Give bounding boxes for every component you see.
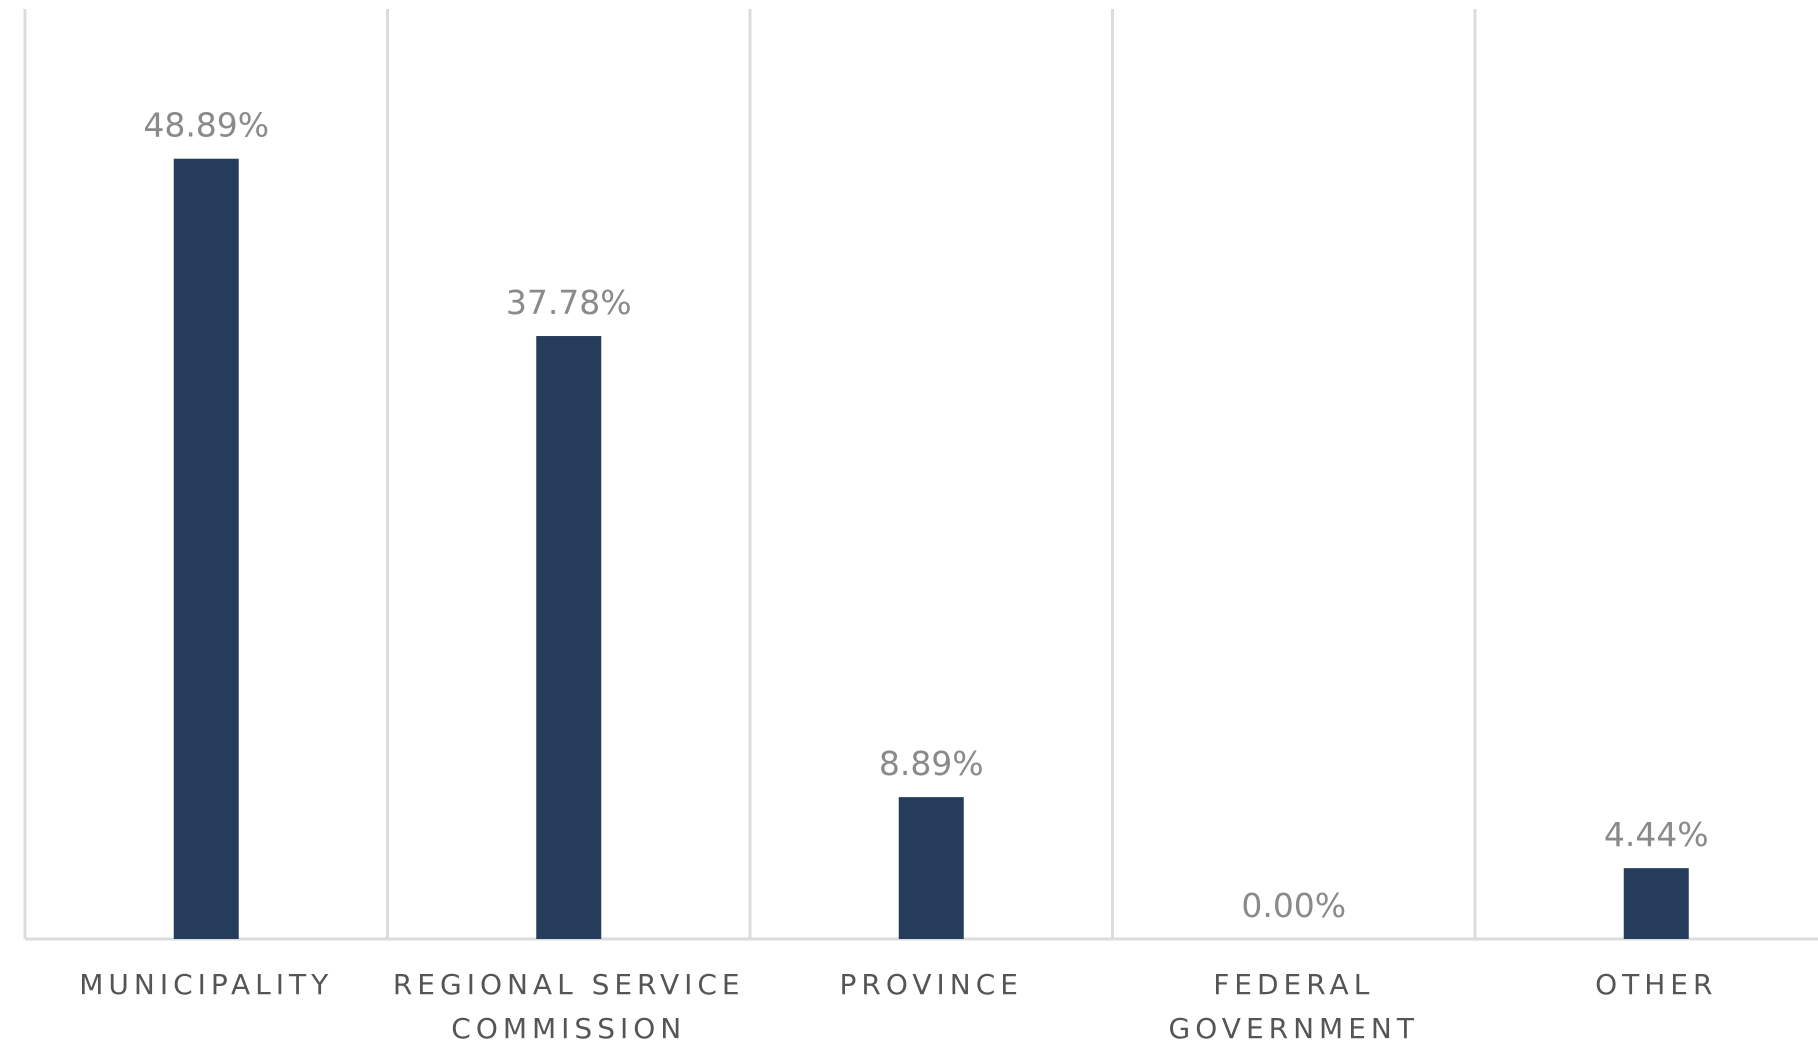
- data-label: 4.44%: [1604, 815, 1709, 854]
- x-tick-label: FEDERAL GOVERNMENT: [1169, 968, 1419, 1045]
- x-tick-label: REGIONAL SERVICE COMMISSION: [393, 968, 745, 1045]
- data-label: 8.89%: [879, 744, 984, 783]
- x-tick-label: MUNICIPALITY: [79, 968, 333, 1001]
- bar: [898, 797, 964, 939]
- x-tick-label: PROVINCE: [840, 968, 1024, 1001]
- data-label: 37.78%: [506, 283, 632, 322]
- data-label: 0.00%: [1241, 886, 1346, 925]
- bar: [173, 158, 239, 940]
- bar: [1623, 868, 1689, 939]
- x-tick-label: OTHER: [1595, 968, 1717, 1001]
- bar: [536, 336, 602, 939]
- data-label: 48.89%: [143, 106, 269, 145]
